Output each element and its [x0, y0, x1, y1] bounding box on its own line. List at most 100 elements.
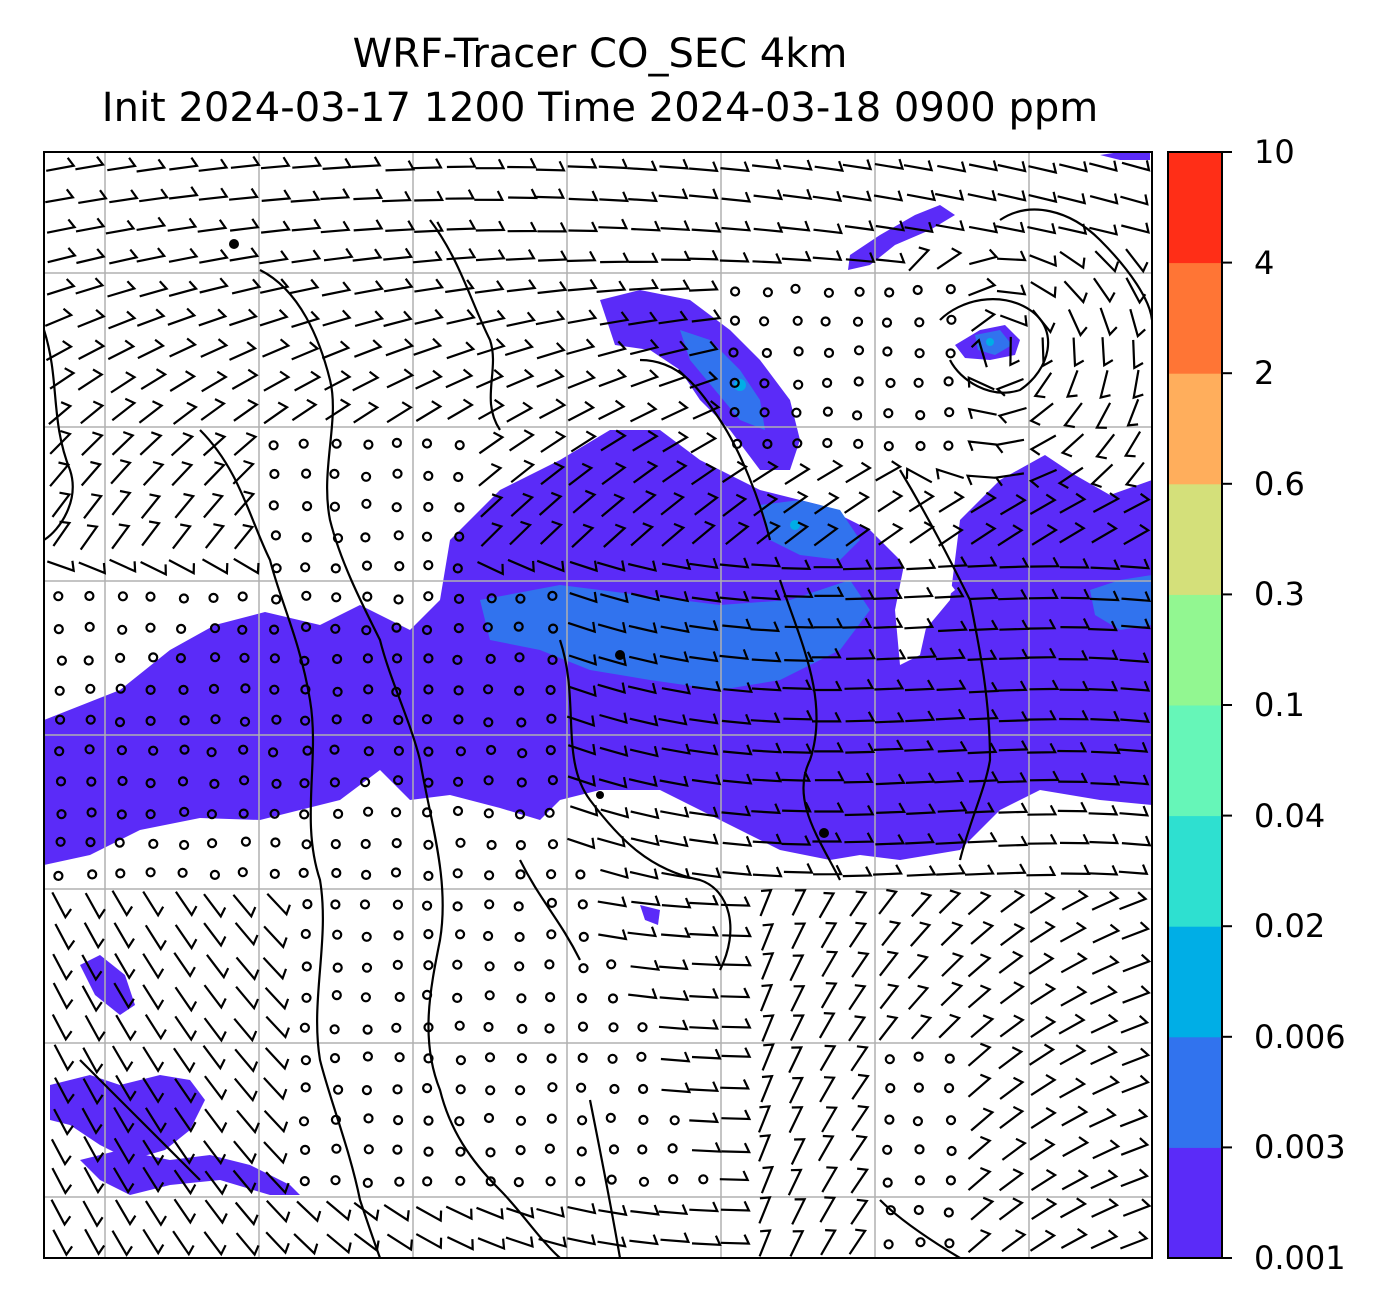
wind-barb: [353, 1201, 380, 1222]
wind-barb: [382, 190, 412, 203]
wind-barb: [691, 867, 722, 879]
wind-barb: [628, 653, 658, 665]
wind-barb: [168, 559, 195, 576]
wind-barb: [906, 803, 937, 815]
wind-barb: [937, 801, 968, 813]
wind-barb: [567, 837, 596, 850]
calm-wind-marker: [53, 870, 64, 882]
wind-barb: [967, 891, 992, 916]
calm-wind-marker: [393, 930, 404, 941]
wind-barb: [1058, 1013, 1086, 1035]
calm-wind-marker: [423, 1146, 434, 1157]
wind-barb: [781, 250, 812, 262]
wind-barb: [999, 1105, 1025, 1129]
wind-barb: [81, 954, 103, 982]
wind-barb: [1120, 1230, 1149, 1250]
calm-wind-marker: [206, 747, 217, 758]
wind-barb: [658, 188, 689, 200]
wind-barb: [1033, 372, 1053, 399]
calm-wind-marker: [484, 990, 495, 1001]
calm-wind-marker: [914, 1175, 926, 1186]
calm-wind-marker: [394, 991, 405, 1003]
wind-barb: [599, 745, 629, 757]
wind-barb: [628, 311, 658, 326]
calm-wind-marker: [576, 1146, 587, 1157]
calm-wind-marker: [237, 867, 248, 878]
wind-barb: [1000, 923, 1026, 947]
wind-barb: [1120, 1014, 1150, 1034]
wind-barb: [474, 280, 505, 294]
wind-barb: [535, 188, 566, 199]
wind-barb: [325, 398, 352, 421]
wind-barb: [752, 866, 783, 878]
wind-barb: [1059, 921, 1088, 943]
wind-barb: [751, 680, 782, 692]
wind-barb: [506, 368, 535, 389]
wind-barb: [1090, 1169, 1119, 1190]
wind-barb: [352, 370, 380, 392]
wind-barb: [231, 368, 259, 390]
wind-barb: [1028, 162, 1058, 174]
wind-barb: [1057, 741, 1088, 753]
wind-barb: [320, 220, 351, 234]
wind-barb: [849, 1134, 868, 1162]
calm-wind-marker: [299, 778, 310, 789]
calm-wind-marker: [421, 438, 433, 449]
wind-barb: [848, 921, 868, 948]
wind-barb: [1119, 774, 1150, 786]
wind-barb: [660, 621, 690, 634]
wind-barb: [142, 1077, 165, 1104]
wind-barb: [876, 802, 907, 814]
wind-barb: [115, 1074, 137, 1102]
calm-wind-marker: [330, 899, 341, 910]
calm-wind-marker: [54, 714, 66, 725]
wind-barb: [688, 188, 719, 200]
calm-wind-marker: [517, 748, 528, 759]
wind-barb: [790, 985, 806, 1012]
wind-barb: [45, 188, 75, 204]
wind-barb: [233, 399, 259, 422]
wind-barb: [691, 1142, 722, 1153]
wind-barb: [910, 1014, 933, 1040]
colorbar-segment: [1168, 594, 1222, 706]
calm-wind-marker: [271, 714, 282, 725]
wind-barb: [937, 740, 968, 753]
calm-wind-marker: [453, 471, 464, 483]
calm-wind-marker: [391, 837, 402, 849]
wind-barb: [630, 834, 660, 847]
wind-barb: [142, 984, 165, 1011]
wind-barb: [814, 586, 845, 597]
wind-barb: [722, 773, 753, 785]
calm-wind-marker: [269, 868, 280, 880]
colorbar-segment: [1168, 926, 1222, 1038]
calm-wind-marker: [302, 745, 313, 756]
wind-barb: [597, 621, 627, 634]
wind-barb: [721, 460, 749, 484]
coastline: [939, 298, 1050, 394]
wind-barb: [81, 1107, 103, 1135]
calm-wind-marker: [300, 684, 311, 695]
wind-barb: [50, 1199, 72, 1227]
wind-barb: [783, 159, 813, 171]
calm-wind-marker: [363, 1113, 374, 1124]
wind-barb: [265, 1171, 290, 1195]
calm-wind-marker: [361, 962, 373, 973]
wind-barb: [1132, 339, 1144, 370]
wind-barb: [1092, 1139, 1121, 1160]
calm-wind-marker: [946, 1145, 957, 1157]
calm-wind-marker: [483, 1112, 495, 1124]
wind-barb: [233, 557, 260, 575]
calm-wind-marker: [455, 746, 466, 757]
wind-barb: [630, 402, 658, 423]
wind-barb: [1063, 402, 1083, 429]
wind-barb: [235, 956, 260, 981]
calm-wind-marker: [943, 1082, 955, 1094]
calm-wind-marker: [239, 652, 250, 663]
wind-barb: [110, 459, 132, 485]
calm-wind-marker: [84, 744, 95, 755]
wind-barb: [235, 1232, 260, 1257]
wind-barb: [878, 888, 899, 915]
calm-wind-marker: [363, 746, 374, 757]
wind-barb: [967, 831, 998, 844]
wind-barb: [659, 340, 689, 357]
